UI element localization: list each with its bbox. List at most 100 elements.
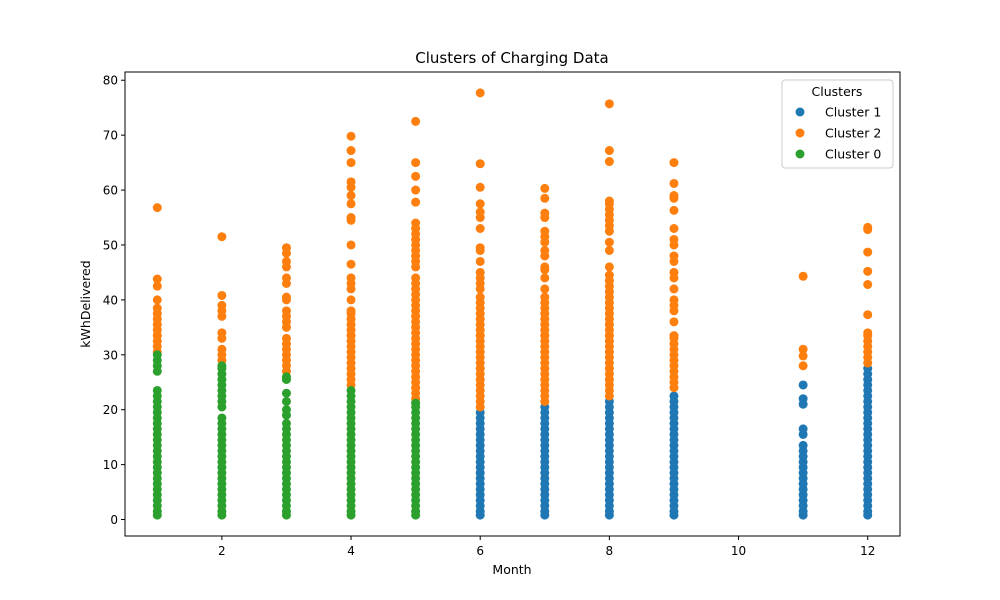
data-point xyxy=(346,146,356,156)
data-point xyxy=(669,158,679,168)
data-point xyxy=(152,385,162,395)
data-point xyxy=(152,281,162,291)
data-point xyxy=(669,234,679,244)
data-point xyxy=(152,350,162,360)
data-point xyxy=(217,344,227,354)
data-point xyxy=(798,271,808,281)
data-point xyxy=(540,284,550,294)
data-point xyxy=(604,196,614,206)
data-point xyxy=(475,256,485,266)
data-point xyxy=(346,385,356,395)
data-point xyxy=(281,396,291,406)
data-point xyxy=(281,388,291,398)
data-point xyxy=(346,131,356,141)
data-point xyxy=(475,224,485,233)
data-point xyxy=(475,159,485,169)
data-point xyxy=(863,310,873,320)
data-point xyxy=(346,306,356,316)
data-point xyxy=(669,331,679,341)
data-point xyxy=(798,394,808,404)
data-point xyxy=(604,270,614,280)
data-point xyxy=(346,177,356,187)
data-point xyxy=(281,405,291,415)
data-point xyxy=(475,267,485,277)
data-point xyxy=(281,292,291,302)
legend-marker xyxy=(795,149,805,159)
y-tick-label: 50 xyxy=(103,238,118,252)
series-cluster-0 xyxy=(152,350,421,520)
data-point xyxy=(604,237,614,247)
y-tick-label: 80 xyxy=(103,74,118,88)
data-point xyxy=(604,245,614,255)
data-point xyxy=(217,361,227,371)
data-point xyxy=(411,398,421,408)
y-tick-label: 70 xyxy=(103,129,118,143)
data-point xyxy=(540,226,550,236)
data-point xyxy=(281,273,291,283)
data-point xyxy=(475,243,485,253)
y-tick-label: 30 xyxy=(103,348,118,362)
data-point xyxy=(346,240,356,250)
x-tick-label: 2 xyxy=(218,544,226,558)
data-point xyxy=(411,218,421,228)
data-point xyxy=(669,178,679,188)
data-point xyxy=(863,328,873,338)
data-point xyxy=(475,207,485,217)
data-point xyxy=(540,292,550,302)
data-point xyxy=(798,380,808,390)
data-point xyxy=(475,199,485,209)
data-point xyxy=(346,259,356,269)
data-point xyxy=(346,158,356,168)
data-point xyxy=(669,295,679,305)
data-point xyxy=(217,300,227,310)
data-point xyxy=(669,224,679,233)
data-point xyxy=(475,182,485,192)
y-tick-label: 40 xyxy=(103,293,118,307)
data-point xyxy=(475,88,485,98)
legend-marker xyxy=(795,107,805,117)
data-point xyxy=(346,213,356,223)
data-point xyxy=(863,280,873,290)
data-point xyxy=(152,295,162,305)
data-point xyxy=(411,158,421,168)
data-point xyxy=(604,157,614,167)
data-point xyxy=(540,193,550,203)
data-point xyxy=(798,351,808,361)
x-tick-label: 12 xyxy=(860,544,875,558)
data-point xyxy=(669,267,679,277)
data-point xyxy=(152,274,162,284)
y-tick-label: 10 xyxy=(103,458,118,472)
data-point xyxy=(281,418,291,428)
series-cluster-2 xyxy=(152,88,873,412)
x-tick-label: 8 xyxy=(606,544,614,558)
data-point xyxy=(281,256,291,266)
data-point xyxy=(346,199,356,209)
data-point xyxy=(346,191,356,201)
y-axis: 0 10 20 30 40 50 60 70 80 xyxy=(103,74,125,527)
data-point xyxy=(540,183,550,193)
data-point xyxy=(411,185,421,195)
data-point xyxy=(281,333,291,343)
data-point xyxy=(669,391,679,401)
data-point xyxy=(346,273,356,283)
data-point xyxy=(798,361,808,371)
data-point xyxy=(669,284,679,294)
points-layer xyxy=(152,88,873,520)
legend-entries: Cluster 1 Cluster 2 Cluster 0 xyxy=(795,105,881,162)
data-point xyxy=(669,251,679,261)
data-point xyxy=(863,222,873,232)
data-point xyxy=(217,328,227,338)
data-point xyxy=(669,191,679,201)
data-point xyxy=(411,197,421,207)
legend-label: Cluster 1 xyxy=(825,105,881,120)
y-tick-label: 20 xyxy=(103,403,118,417)
x-axis-label: Month xyxy=(492,562,531,577)
legend-label: Cluster 0 xyxy=(825,147,881,162)
x-tick-label: 10 xyxy=(731,544,746,558)
y-axis-label: kWhDelivered xyxy=(78,260,93,347)
data-point xyxy=(669,205,679,215)
data-point xyxy=(281,306,291,316)
data-point xyxy=(281,243,291,253)
legend: Clusters Cluster 1 Cluster 2 Cluster 0 xyxy=(781,79,894,169)
